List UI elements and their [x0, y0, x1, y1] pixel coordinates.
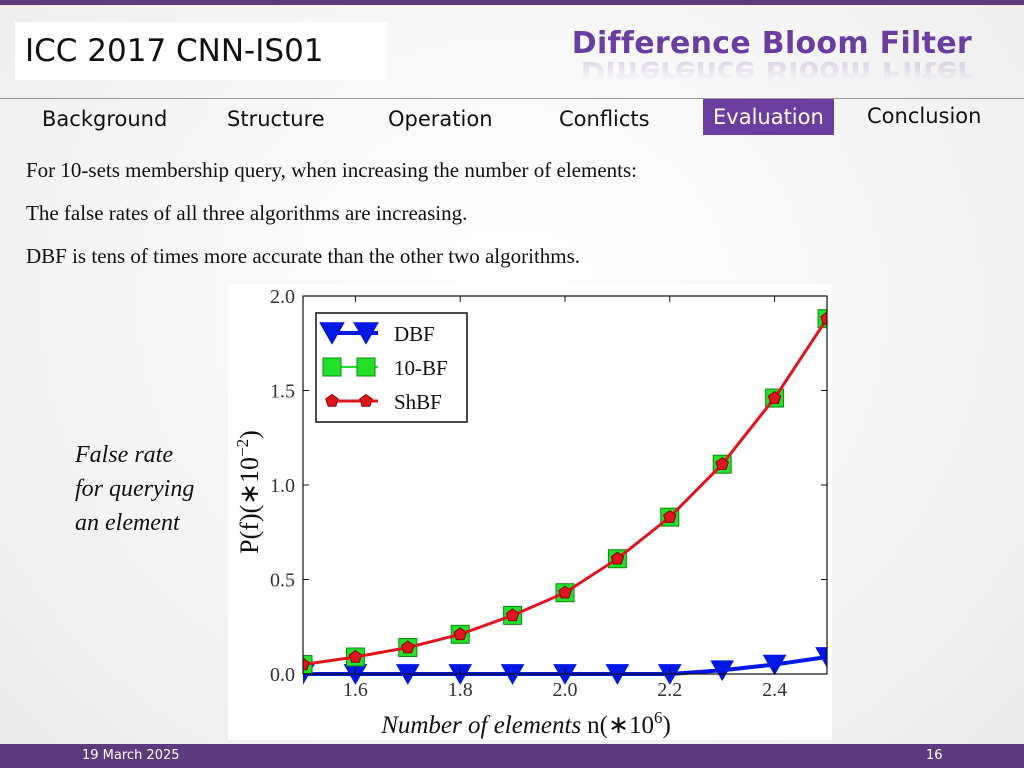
- x-axis-label-italic: Number of elements: [380, 712, 581, 739]
- shbf-point: [715, 457, 729, 470]
- shbf-point: [348, 649, 363, 663]
- shbf-point: [820, 311, 827, 325]
- nav-structure[interactable]: Structure: [227, 107, 325, 131]
- x-axis-label-math: n(∗10: [587, 712, 654, 739]
- y-tick-label: 0.5: [270, 570, 295, 592]
- false-rate-chart: 0.0 0.5 1.0 1.5 2.0 1.6 1.8 2.0 2.2 2.4 DBF 10-BF S…: [233, 286, 828, 739]
- x-tick-label: 1.8: [448, 679, 473, 701]
- shbf-point: [558, 585, 572, 599]
- y-tick-label: 1.5: [270, 381, 295, 403]
- legend-item: 10-BF: [322, 356, 448, 380]
- y-axis-label-main: P(f)(∗10: [235, 457, 264, 554]
- x-axis-label: Number of elements n(∗106): [380, 708, 671, 739]
- legend-shbf-marker: [325, 393, 339, 407]
- nav-divider: [0, 98, 1024, 99]
- y-axis-label-exp: −2: [233, 439, 252, 457]
- shbf-point: [453, 627, 467, 641]
- annotation-line-3: an element: [75, 510, 180, 536]
- page-number: 16: [926, 748, 943, 763]
- legend-label: DBF: [394, 322, 435, 346]
- body-line-1: For 10-sets membership query, when incre…: [26, 158, 637, 182]
- body-line-2: The false rates of all three algorithms …: [26, 201, 468, 225]
- nav-background[interactable]: Background: [42, 107, 168, 131]
- dbf-point: [762, 654, 787, 676]
- y-tick-label: 0.0: [270, 664, 295, 686]
- series-shbf: [303, 311, 827, 671]
- slide-title: Difference Bloom Filter: [571, 26, 972, 61]
- shbf-point: [610, 551, 625, 565]
- legend-bf10-marker: [356, 357, 376, 377]
- conference-badge: ICC 2017 CNN-IS01: [15, 22, 387, 80]
- footer-bar: 19 March 2025 16: [0, 744, 1024, 768]
- y-tick-label: 1.0: [270, 475, 295, 497]
- shbf-point: [505, 608, 520, 622]
- nav-operation[interactable]: Operation: [388, 107, 493, 131]
- shbf-point: [401, 640, 415, 654]
- nav-conflicts[interactable]: Conflicts: [559, 107, 650, 131]
- slide-title-reflection: Difference Bloom Filter: [580, 60, 972, 82]
- top-accent-bar: [0, 0, 1024, 5]
- legend-item: ShBF: [325, 390, 442, 414]
- dbf-point: [710, 660, 735, 682]
- y-axis-label: P(f)(∗10−2): [233, 430, 264, 554]
- footer-date: 19 March 2025: [82, 748, 180, 763]
- x-tick-label: 2.4: [762, 679, 787, 701]
- chart-container: 0.0 0.5 1.0 1.5 2.0 1.6 1.8 2.0 2.2 2.4 DBF 10-BF S…: [228, 284, 832, 740]
- x-axis-label-exp: 6: [654, 708, 663, 727]
- annotation-line-2: for querying: [75, 476, 195, 502]
- legend-dbf-marker: [319, 322, 345, 345]
- legend-bf10-marker: [322, 357, 342, 377]
- nav-evaluation[interactable]: Evaluation: [703, 99, 834, 135]
- false-rate-annotation: False rate for querying an element: [75, 438, 225, 540]
- shbf-point: [663, 510, 677, 523]
- shbf-point: [767, 390, 782, 404]
- body-line-3: DBF is tens of times more accurate than …: [26, 244, 581, 268]
- y-tick-label: 2.0: [270, 286, 295, 308]
- annotation-line-1: False rate: [75, 442, 173, 468]
- x-tick-label: 2.0: [553, 679, 578, 701]
- dbf-point: [815, 647, 827, 668]
- x-tick-label: 2.2: [657, 679, 682, 701]
- legend-dbf-marker: [353, 322, 379, 345]
- x-tick-label: 1.6: [343, 679, 368, 701]
- x-axis-label-close: ): [662, 712, 670, 739]
- nav-conclusion[interactable]: Conclusion: [867, 104, 982, 128]
- legend-label: 10-BF: [394, 356, 448, 380]
- y-axis-label-close: ): [235, 430, 264, 439]
- legend-label: ShBF: [394, 390, 442, 414]
- shbf-point: [303, 657, 310, 671]
- legend-item: DBF: [319, 322, 435, 346]
- legend-shbf-marker: [359, 393, 373, 407]
